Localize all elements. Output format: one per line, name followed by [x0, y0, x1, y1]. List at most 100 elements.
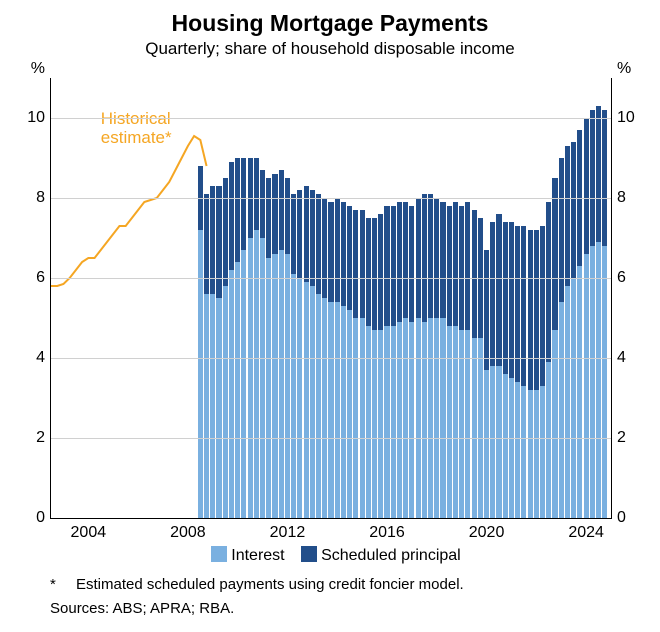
bar-principal — [509, 222, 514, 378]
bar-principal — [384, 206, 389, 326]
bar-principal — [347, 206, 352, 310]
bar-principal — [378, 214, 383, 330]
bar-principal — [372, 218, 377, 330]
bar-principal — [440, 202, 445, 318]
bar-principal — [397, 202, 402, 322]
bar-interest — [297, 278, 302, 518]
bar-interest — [353, 318, 358, 518]
bar-interest — [254, 230, 259, 518]
bar-interest — [447, 326, 452, 518]
bar-principal — [266, 178, 271, 258]
bar-principal — [447, 206, 452, 326]
bar-principal — [216, 186, 221, 298]
ytick-right: 0 — [617, 509, 626, 527]
bar-principal — [241, 158, 246, 250]
bar-principal — [285, 178, 290, 254]
bar-interest — [434, 318, 439, 518]
legend-swatch-interest — [211, 546, 227, 562]
sources: Sources: ABS; APRA; RBA. — [50, 600, 234, 617]
ytick-left: 8 — [36, 189, 45, 207]
bar-principal — [503, 222, 508, 374]
xtick: 2016 — [369, 524, 405, 542]
bar-interest — [521, 386, 526, 518]
bar-principal — [453, 202, 458, 326]
bar-principal — [391, 206, 396, 326]
bar-interest — [210, 294, 215, 518]
bar-principal — [540, 226, 545, 386]
bar-interest — [204, 294, 209, 518]
bar-interest — [496, 366, 501, 518]
bar-principal — [559, 158, 564, 302]
bar-principal — [360, 210, 365, 318]
xtick: 2012 — [270, 524, 306, 542]
bar-principal — [409, 206, 414, 322]
xtick: 2004 — [71, 524, 107, 542]
bar-interest — [384, 326, 389, 518]
bar-interest — [216, 298, 221, 518]
bar-principal — [428, 194, 433, 318]
bar-interest — [291, 274, 296, 518]
bar-interest — [565, 286, 570, 518]
xtick: 2024 — [568, 524, 604, 542]
bar-interest — [335, 302, 340, 518]
bar-principal — [297, 190, 302, 278]
bar-interest — [360, 318, 365, 518]
bar-principal — [229, 162, 234, 270]
bar-interest — [409, 322, 414, 518]
bar-interest — [490, 366, 495, 518]
gridline — [51, 438, 611, 439]
gridline — [51, 358, 611, 359]
bar-principal — [366, 218, 371, 326]
bar-principal — [328, 202, 333, 302]
legend-swatch-principal — [301, 546, 317, 562]
bar-interest — [260, 238, 265, 518]
ytick-left: 2 — [36, 429, 45, 447]
bar-principal — [335, 198, 340, 302]
bar-interest — [577, 266, 582, 518]
bar-interest — [285, 254, 290, 518]
bar-principal — [571, 142, 576, 278]
bar-principal — [204, 194, 209, 294]
bar-interest — [503, 374, 508, 518]
bar-interest — [391, 326, 396, 518]
bar-principal — [341, 202, 346, 306]
plot-area: % % Historicalestimate* 0022446688101020… — [50, 78, 612, 519]
bar-interest — [602, 246, 607, 518]
bar-interest — [540, 386, 545, 518]
bar-interest — [310, 286, 315, 518]
bar-principal — [254, 158, 259, 230]
bar-interest — [422, 322, 427, 518]
bar-interest — [198, 230, 203, 518]
bar-interest — [403, 318, 408, 518]
historical-annotation: Historicalestimate* — [101, 110, 172, 147]
bar-interest — [279, 250, 284, 518]
bar-principal — [584, 118, 589, 254]
bar-interest — [509, 378, 514, 518]
bar-principal — [490, 222, 495, 366]
bar-interest — [235, 262, 240, 518]
bar-interest — [453, 326, 458, 518]
bar-principal — [602, 110, 607, 246]
bar-principal — [235, 158, 240, 262]
bar-interest — [366, 326, 371, 518]
legend-label-principal: Scheduled principal — [321, 547, 461, 564]
bar-principal — [521, 226, 526, 386]
bar-interest — [484, 370, 489, 518]
gridline — [51, 118, 611, 119]
bar-principal — [422, 194, 427, 322]
ytick-left: 4 — [36, 349, 45, 367]
legend-label-interest: Interest — [231, 547, 284, 564]
footnote-mark: * — [50, 576, 76, 593]
bar-principal — [403, 202, 408, 318]
bar-interest — [248, 238, 253, 518]
bar-interest — [571, 278, 576, 518]
footnote: *Estimated scheduled payments using cred… — [50, 576, 464, 593]
bar-principal — [565, 146, 570, 286]
bar-principal — [552, 178, 557, 330]
bar-interest — [341, 306, 346, 518]
bar-principal — [279, 170, 284, 250]
ytick-right: 8 — [617, 189, 626, 207]
bar-interest — [528, 390, 533, 518]
ytick-left: 10 — [27, 109, 45, 127]
bar-interest — [272, 254, 277, 518]
